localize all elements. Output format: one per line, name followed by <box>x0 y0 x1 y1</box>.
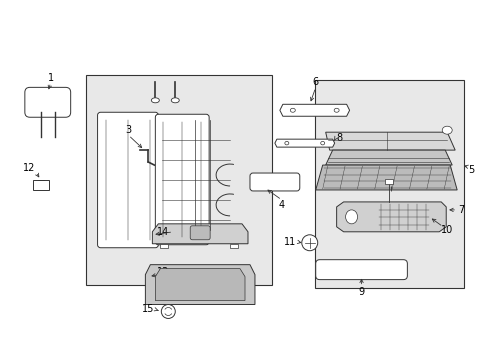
Ellipse shape <box>333 108 339 112</box>
Ellipse shape <box>345 210 357 224</box>
Text: 6: 6 <box>312 77 318 87</box>
Ellipse shape <box>161 305 175 319</box>
Text: 2: 2 <box>278 177 285 187</box>
Bar <box>314 80 463 288</box>
Text: 14: 14 <box>157 227 169 237</box>
FancyBboxPatch shape <box>155 114 209 245</box>
Text: 5: 5 <box>467 165 473 175</box>
Polygon shape <box>336 202 446 232</box>
Polygon shape <box>325 150 451 165</box>
FancyBboxPatch shape <box>190 226 210 240</box>
FancyBboxPatch shape <box>315 260 407 280</box>
FancyBboxPatch shape <box>249 173 299 191</box>
Polygon shape <box>155 269 244 301</box>
Bar <box>160 244 168 248</box>
Polygon shape <box>152 224 247 244</box>
Text: 11: 11 <box>283 237 295 247</box>
Bar <box>85 75 271 285</box>
Polygon shape <box>279 104 349 116</box>
Bar <box>385 179 393 184</box>
Text: 8: 8 <box>336 133 342 143</box>
Text: 15: 15 <box>142 305 154 315</box>
Text: 12: 12 <box>22 163 35 173</box>
Ellipse shape <box>320 141 324 145</box>
Text: 10: 10 <box>440 225 452 235</box>
Text: 13: 13 <box>157 267 169 276</box>
FancyBboxPatch shape <box>98 112 158 248</box>
Bar <box>33 180 49 190</box>
Text: 9: 9 <box>358 287 364 297</box>
FancyBboxPatch shape <box>25 87 71 117</box>
Ellipse shape <box>151 98 159 103</box>
Text: 7: 7 <box>457 205 463 215</box>
Polygon shape <box>274 139 334 147</box>
Text: 3: 3 <box>125 125 131 135</box>
Polygon shape <box>325 132 454 150</box>
Ellipse shape <box>441 126 451 134</box>
Ellipse shape <box>301 235 317 251</box>
Ellipse shape <box>285 141 288 145</box>
Text: 1: 1 <box>48 73 54 84</box>
Ellipse shape <box>290 108 295 112</box>
Text: 4: 4 <box>278 200 285 210</box>
Polygon shape <box>315 165 456 190</box>
Bar <box>229 244 238 248</box>
Ellipse shape <box>171 98 179 103</box>
Polygon shape <box>145 265 254 305</box>
